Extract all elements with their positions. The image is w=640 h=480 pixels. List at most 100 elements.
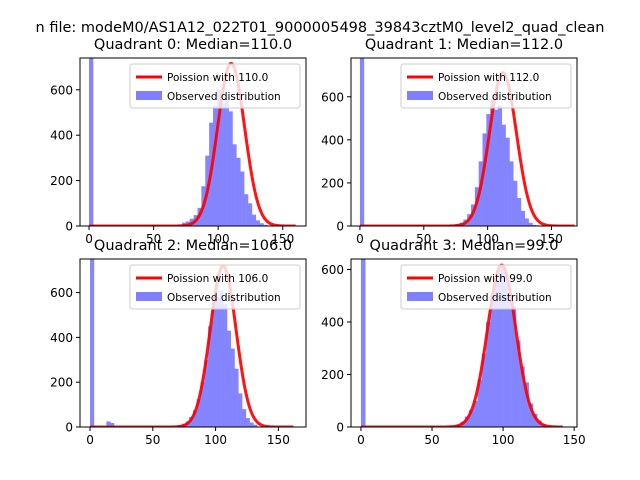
poisson-curve [89,264,295,427]
y-tick-label: 200 [321,176,344,190]
x-tick-label: 50 [424,433,439,447]
histogram-bar [486,322,491,427]
plot-area [89,259,295,427]
histogram-bar [234,368,239,427]
poisson-curve [88,61,297,226]
legend-bar-swatch [136,292,162,301]
legend-entry-label: Observed distribution [438,292,552,304]
histogram-bar [468,409,474,427]
histogram-bar [200,382,205,427]
histogram-bar [215,297,220,427]
histogram-bar [511,306,517,427]
y-tick-label: 600 [321,263,344,277]
histogram-bar [224,98,229,226]
x-tick-label: 100 [207,232,230,246]
histogram-bar [211,301,216,427]
legend-entry-label: Poission with 99.0 [438,273,533,285]
legend-bar-swatch [136,91,162,100]
legend-box [400,63,572,109]
plot-area [360,259,564,427]
histogram-bar [216,89,222,226]
histogram-bar [360,259,366,427]
histogram-bar [532,413,538,427]
histogram-bar [509,161,514,226]
histogram-bar [238,393,243,427]
histogram-bar [255,220,260,226]
y-tick-label: 200 [50,174,73,188]
histogram-bar [241,409,247,427]
histogram-bar [482,133,487,226]
histogram-bar [520,210,526,226]
x-tick-label: 150 [540,232,563,246]
histogram-bar [520,366,525,427]
legend: Poission with 106.0 Observed distribution [129,264,301,310]
histogram-bar [219,290,224,427]
histogram-bar [505,137,510,226]
y-tick-label: 200 [321,368,344,382]
y-tick-label: 0 [65,421,73,435]
subplot-0: 0 50 100 150 0 200 400 600 Quadrant 0: Median=11… [50,37,307,246]
subplot-1: 0 50 100 150 0 200 400 600 Quadrant 1: Median=11… [321,37,578,246]
histogram-bar [251,214,257,226]
y-tick-label: 200 [50,376,73,390]
histogram-bar [263,224,268,226]
histogram-bar [90,259,95,427]
legend-entry-label: Poission with 112.0 [438,72,539,84]
subplot-title: Quadrant 1: Median=112.0 [365,37,563,53]
x-tick-label: 0 [357,433,365,447]
histogram-bar [501,124,506,226]
plot-area [359,58,576,226]
histogram-bar [528,403,534,427]
histogram-bar [230,348,235,427]
axes-frame [350,57,578,227]
subplot-title: Quadrant 0: Median=110.0 [94,37,292,53]
subplot-title: Quadrant 2: Median=106.0 [94,238,292,254]
legend-bar-swatch [407,292,433,301]
y-tick-label: 0 [336,421,344,435]
histogram-bar [253,424,258,427]
histogram-bar [507,293,512,427]
histogram-bar [244,194,249,226]
histogram-bar [204,359,209,427]
x-tick-label: 50 [145,433,160,447]
legend-box [400,264,572,310]
histogram-bar [232,144,237,226]
histogram-bar [486,114,491,226]
histogram-bar [524,218,529,226]
x-tick-label: 50 [416,232,431,246]
poisson-curve [360,263,564,427]
histogram-bar [490,295,495,427]
legend: Poission with 110.0 Observed distribution [129,63,301,109]
legend-entry-label: Observed distribution [167,91,281,103]
x-tick-label: 100 [204,433,227,447]
histogram-bar [464,416,470,427]
histogram-bar [220,103,226,226]
subplot-title: Quadrant 3: Median=99.0 [370,238,559,254]
histogram-bar [494,109,499,226]
histogram-bar [236,157,241,226]
histogram-bar [478,161,483,226]
histogram-bar [473,400,478,427]
x-tick-label: 0 [86,433,94,447]
y-tick-label: 600 [321,90,344,104]
histogram-bar [515,340,521,427]
histogram-bar [196,399,201,427]
y-tick-label: 0 [336,220,344,234]
x-tick-label: 0 [356,232,364,246]
histogram-bar [226,330,232,427]
histogram-bar [247,203,253,226]
axes-frame [79,258,307,428]
histogram-bar [208,326,213,427]
y-tick-label: 600 [50,83,73,97]
legend-bar-swatch [407,91,433,100]
legend-entry-label: Poission with 110.0 [167,72,268,84]
histogram-bar [477,379,483,427]
histogram-bar [193,410,198,427]
x-tick-label: 0 [85,232,93,246]
axes-frame [79,57,307,227]
histogram-bar [481,353,487,427]
x-tick-label: 150 [267,433,290,447]
subplot-2: 0 50 100 150 0 200 400 600 Quadrant 2: Median=10… [50,238,307,447]
legend-entry-label: Observed distribution [438,91,552,103]
